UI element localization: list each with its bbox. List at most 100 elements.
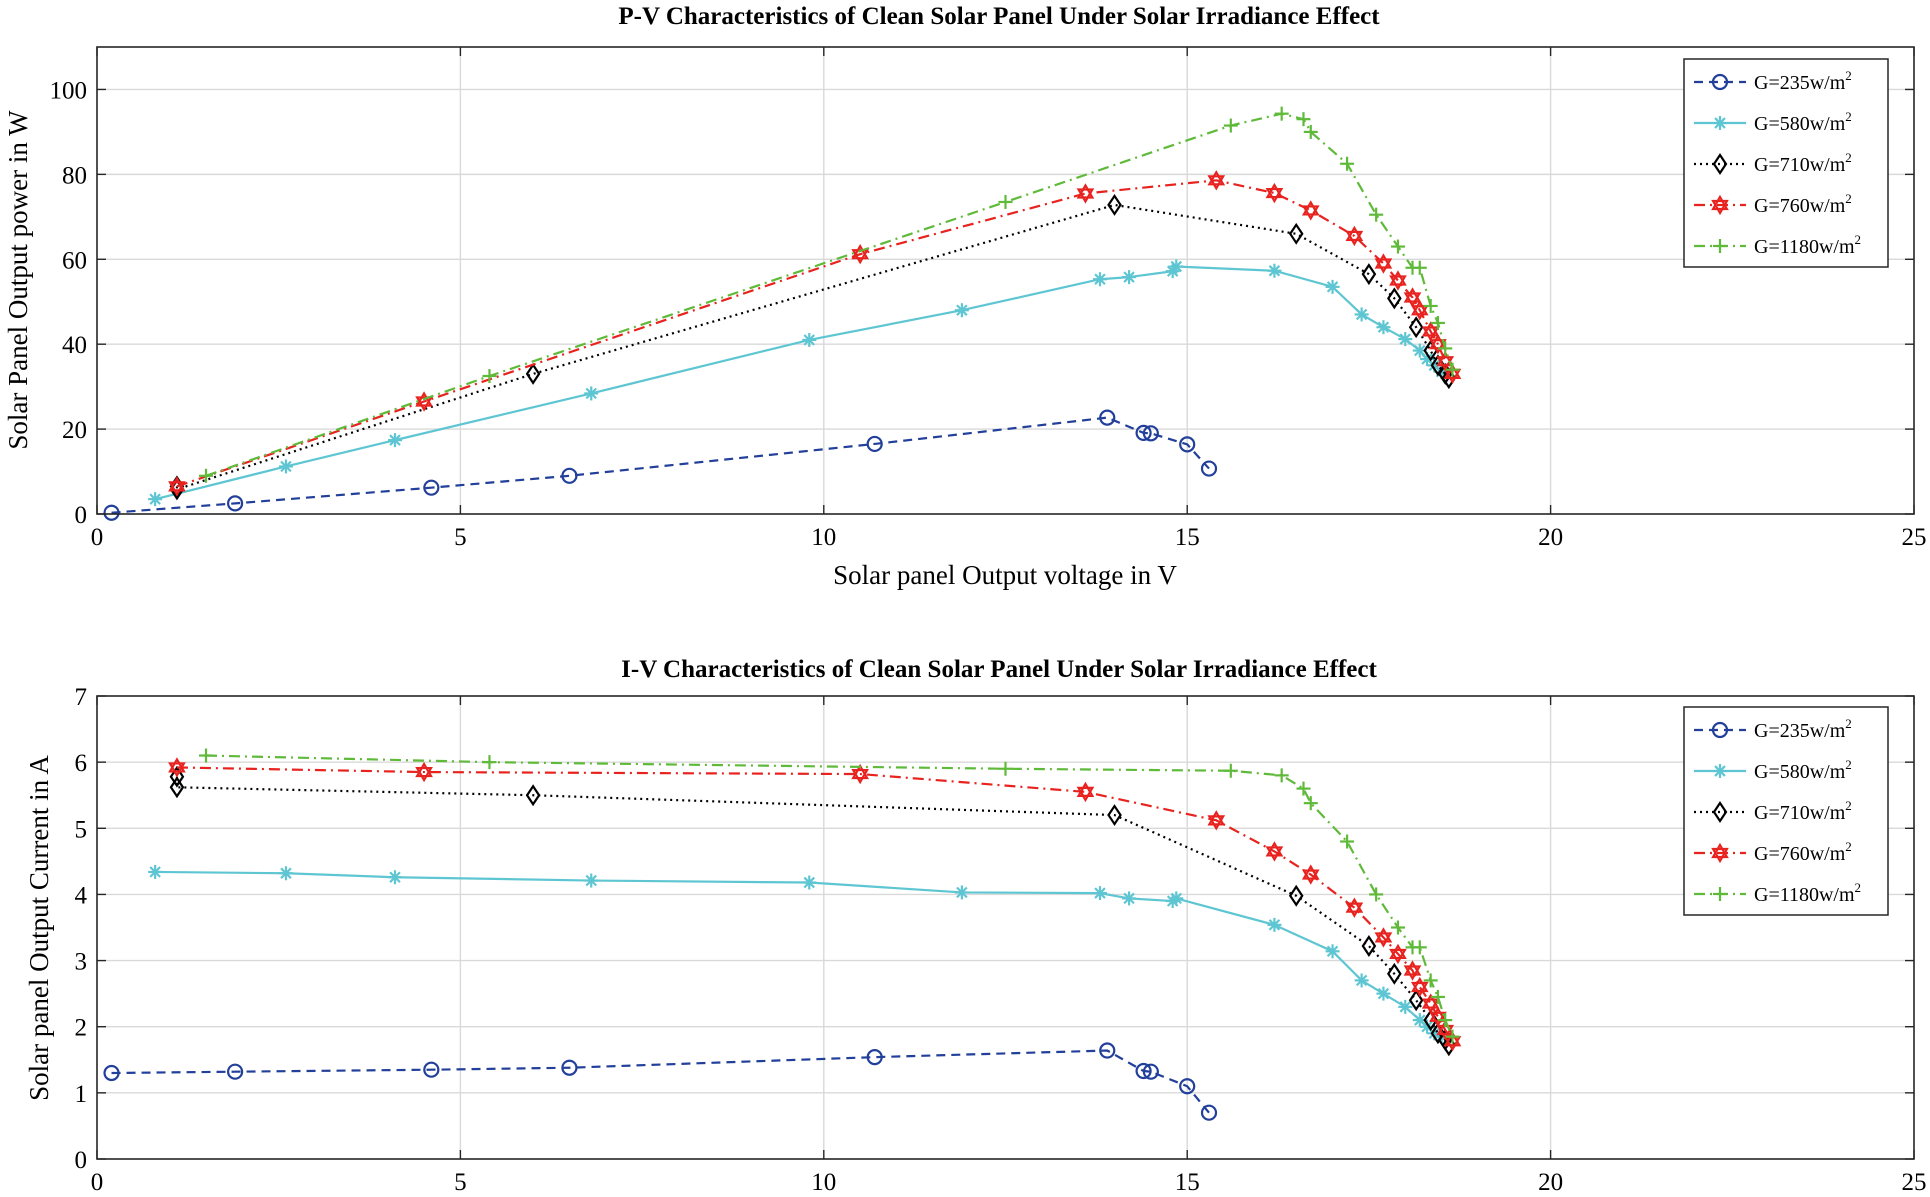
iv-point-G580 <box>1376 986 1391 1001</box>
iv-legend-label-G760: G=760w/m2 <box>1754 839 1852 865</box>
pv-point-G760 <box>1301 200 1320 221</box>
iv-legend-marker-G235 <box>1711 721 1729 739</box>
pv-point-G580 <box>1092 272 1107 287</box>
pv-point-G235 <box>1179 436 1196 453</box>
iv-legend-marker-G710 <box>1712 801 1728 823</box>
iv-point-G1180 <box>1412 940 1427 955</box>
iv-x-tick-label: 5 <box>454 1169 467 1196</box>
iv-point-G1180 <box>199 748 214 763</box>
iv-point-G1180 <box>1340 834 1355 849</box>
iv-series-line-G580 <box>155 870 1443 1038</box>
pv-point-G760 <box>1345 225 1364 247</box>
pv-ticks: 0 5 10 15 20 25 0 20 40 60 80 100 <box>50 47 1927 551</box>
iv-point-G235 <box>561 1059 578 1076</box>
pv-x-tick-label: 15 <box>1175 524 1200 551</box>
iv-point-G760 <box>1403 960 1422 981</box>
iv-point-G1180 <box>482 755 497 770</box>
iv-point-G710 <box>1288 884 1304 907</box>
iv-legend: G=235w/m2 G=580w/m2 G=710w/m2 G=760w/m2 G=11… <box>1683 706 1889 916</box>
iv-point-G580 <box>1325 944 1340 959</box>
iv-point-G235 <box>1142 1063 1159 1080</box>
pv-series-line-G1180 <box>205 112 1454 477</box>
pv-legend-label-G235: G=235w/m2 <box>1754 68 1852 94</box>
iv-point-G1180 <box>1369 887 1384 902</box>
pv-point-G760 <box>1265 182 1284 204</box>
iv-y-tick-label: 7 <box>75 684 88 711</box>
pv-point-G710 <box>1408 316 1424 339</box>
iv-point-G760 <box>851 763 869 785</box>
iv-point-G760 <box>1345 897 1364 918</box>
iv-point-G760 <box>1265 841 1284 862</box>
iv-point-G760 <box>1207 810 1226 831</box>
iv-point-G580 <box>1354 973 1369 988</box>
pv-point-G580 <box>1398 332 1413 347</box>
iv-point-G1180 <box>1390 920 1405 935</box>
pv-series-line-G710 <box>175 203 1450 491</box>
pv-point-G580 <box>148 492 163 507</box>
pv-point-G235 <box>1099 409 1116 426</box>
pv-point-G1180 <box>1296 112 1311 127</box>
iv-legend-marker-G1180 <box>1713 887 1727 901</box>
pv-point-G760 <box>1436 350 1455 372</box>
iv-legend-marker-G760 <box>1711 842 1729 864</box>
iv-series-line-G710 <box>175 776 1450 1046</box>
pv-x-tick-label: 0 <box>91 524 104 551</box>
iv-point-G580 <box>584 873 599 888</box>
pv-point-G710 <box>1361 263 1377 286</box>
pv-legend-marker-G760 <box>1711 194 1729 216</box>
iv-point-G760 <box>1389 943 1407 965</box>
pv-point-G235 <box>103 504 120 521</box>
pv-point-G1180 <box>1340 156 1355 171</box>
pv-series-line-G235 <box>111 416 1210 514</box>
iv-point-G235 <box>423 1061 440 1078</box>
pv-point-G1180 <box>1303 124 1318 139</box>
pv-point-G1180 <box>482 369 497 384</box>
iv-point-G235 <box>1200 1104 1218 1121</box>
iv-point-G1180 <box>1303 796 1318 811</box>
iv-point-G580 <box>1267 917 1282 932</box>
pv-point-G760 <box>1207 170 1226 191</box>
pv-point-G760 <box>1410 300 1429 321</box>
iv-series-layer <box>103 748 1462 1121</box>
pv-point-G710 <box>1107 193 1122 216</box>
iv-point-G760 <box>1076 781 1095 803</box>
pv-point-G760 <box>1403 287 1422 308</box>
pv-point-G1180 <box>199 468 214 483</box>
pv-legend-label-G1180: G=1180w/m2 <box>1754 232 1861 258</box>
iv-point-G1180 <box>1223 763 1238 778</box>
pv-point-G1180 <box>998 194 1013 209</box>
iv-legend-label-G710: G=710w/m2 <box>1754 798 1852 824</box>
pv-series-line-G760 <box>176 179 1454 488</box>
pv-point-G1180 <box>1412 260 1427 275</box>
iv-legend-label-G235: G=235w/m2 <box>1754 716 1852 742</box>
pv-y-tick-label: 80 <box>62 162 87 189</box>
iv-point-G580 <box>1122 891 1137 906</box>
iv-point-G1180 <box>998 761 1013 776</box>
iv-point-G235 <box>1179 1078 1196 1095</box>
iv-point-G580 <box>148 864 163 879</box>
pv-point-G580 <box>387 433 402 448</box>
iv-point-G760 <box>1429 1006 1447 1027</box>
pv-point-G580 <box>1325 279 1340 294</box>
iv-x-tick-label: 20 <box>1538 1169 1563 1196</box>
pv-point-G235 <box>423 479 440 496</box>
pv-point-G580 <box>1354 307 1369 322</box>
pv-point-G710 <box>525 362 541 385</box>
iv-y-tick-label: 1 <box>75 1081 88 1108</box>
pv-point-G580 <box>1169 259 1184 274</box>
iv-series-line-G1180 <box>205 754 1454 1038</box>
iv-series-line-G235 <box>111 1049 1210 1114</box>
iv-point-G1180 <box>1430 989 1445 1004</box>
pv-x-axis-label: Solar panel Output voltage in V <box>833 560 1177 590</box>
iv-point-G1180 <box>1438 1013 1453 1028</box>
iv-x-tick-label: 10 <box>811 1169 836 1196</box>
pv-chart-panel: P-V Characteristics of Clean Solar Panel… <box>3 3 1927 590</box>
iv-point-G710 <box>169 776 185 799</box>
iv-point-G235 <box>866 1049 883 1066</box>
iv-point-G580 <box>387 870 402 885</box>
pv-point-G760 <box>168 476 186 497</box>
iv-point-G235 <box>103 1064 120 1082</box>
iv-point-G760 <box>415 761 433 783</box>
iv-point-G1180 <box>1423 973 1438 988</box>
